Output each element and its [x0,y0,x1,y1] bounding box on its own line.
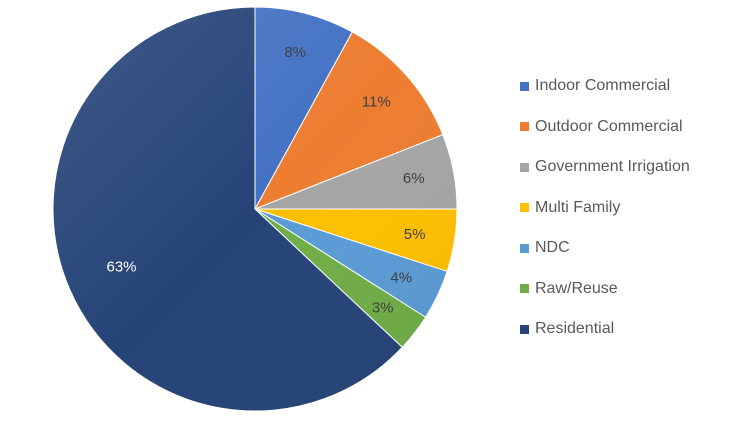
legend-swatch [520,324,529,334]
legend-item-multi-family: Multi Family [520,188,690,229]
legend-label: Outdoor Commercial [535,117,683,135]
legend-swatch [520,162,529,172]
legend-item-government-irrigation: Government Irrigation [520,147,690,188]
data-label-residential: 63% [107,258,137,275]
legend-item-indoor-commercial: Indoor Commercial [520,66,690,107]
legend-swatch [520,243,529,253]
legend-swatch [520,122,529,132]
legend-swatch [520,284,529,294]
data-label-ndc: 4% [390,269,412,286]
legend-swatch [520,81,529,91]
legend-item-ndc: NDC [520,228,690,269]
legend-item-outdoor-commercial: Outdoor Commercial [520,107,690,148]
legend-label: Residential [535,320,615,338]
legend-label: Government Irrigation [535,158,690,176]
data-label-indoor-commercial: 8% [284,44,306,61]
legend-swatch [520,203,529,213]
pie-data-labels: 8% 11% 6% 5% 4% 3% 63% [107,44,426,317]
legend-label: Raw/Reuse [535,279,618,297]
data-label-outdoor-commercial: 11% [362,94,391,111]
pie-slices [52,6,458,412]
legend-label: Multi Family [535,198,621,216]
legend-label: NDC [535,239,570,257]
legend-item-raw-reuse: Raw/Reuse [520,269,690,310]
data-label-government-irrigation: 6% [403,170,425,187]
legend-item-residential: Residential [520,309,690,350]
chart-legend: Indoor Commercial Outdoor Commercial Gover… [520,66,690,350]
data-label-multi-family: 5% [404,226,426,243]
data-label-raw-reuse: 3% [372,300,394,317]
legend-label: Indoor Commercial [535,77,671,95]
